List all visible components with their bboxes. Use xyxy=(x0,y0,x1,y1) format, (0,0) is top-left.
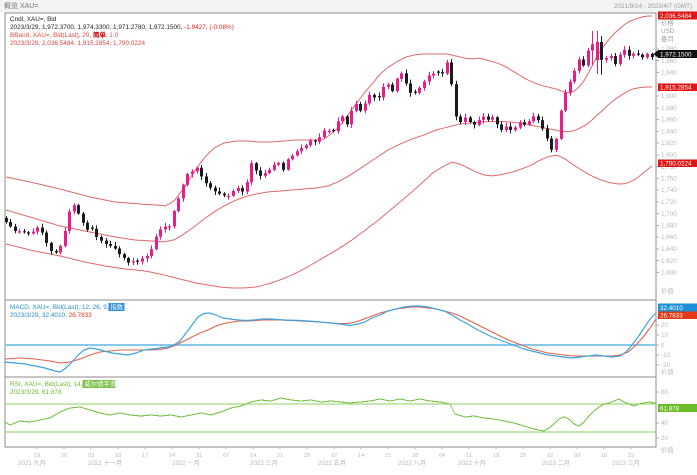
svg-text:1,900: 1,900 xyxy=(661,93,677,100)
svg-text:17: 17 xyxy=(142,453,148,459)
svg-text:1,740: 1,740 xyxy=(661,187,677,194)
svg-text:1,880: 1,880 xyxy=(661,105,677,112)
svg-text:2023/3/29, 61.878: 2023/3/29, 61.878 xyxy=(10,389,62,396)
svg-text:1,660: 1,660 xyxy=(661,234,677,241)
svg-text:09: 09 xyxy=(574,453,580,459)
svg-text:2021 十一月: 2021 十一月 xyxy=(88,459,122,467)
svg-text:2023/3/29, 32.4010, 26.7833: 2023/3/29, 32.4010, 26.7833 xyxy=(10,312,92,319)
svg-text:1,640: 1,640 xyxy=(661,246,677,253)
svg-text:0: 0 xyxy=(661,342,665,349)
svg-text:26: 26 xyxy=(61,453,67,459)
svg-text:-20: -20 xyxy=(661,362,671,369)
svg-text:80: 80 xyxy=(661,389,669,396)
svg-text:1,780: 1,780 xyxy=(661,164,677,171)
svg-text:28: 28 xyxy=(304,453,310,459)
svg-text:1,800: 1,800 xyxy=(661,152,677,159)
svg-text:1,820: 1,820 xyxy=(661,140,677,147)
svg-text:14: 14 xyxy=(250,453,256,459)
svg-text:16: 16 xyxy=(601,453,607,459)
svg-text:-10: -10 xyxy=(661,352,671,359)
svg-text:2021 九月: 2021 九月 xyxy=(18,459,46,467)
svg-text:19: 19 xyxy=(34,453,40,459)
svg-text:18: 18 xyxy=(493,453,499,459)
svg-text:2023/3/29, 2,036.5484, 1,915.2: 2023/3/29, 2,036.5484, 1,915.2854, 1,790… xyxy=(10,40,145,47)
svg-text:2022 八月: 2022 八月 xyxy=(398,460,426,467)
svg-text:10: 10 xyxy=(661,332,669,339)
svg-text:2022 三月: 2022 三月 xyxy=(250,460,278,467)
svg-text:1,760: 1,760 xyxy=(661,176,677,183)
svg-text:1,840: 1,840 xyxy=(661,129,677,136)
svg-text:1,972.1500: 1,972.1500 xyxy=(660,51,692,58)
svg-text:25: 25 xyxy=(520,453,526,459)
svg-text:概览 XAU=: 概览 XAU= xyxy=(4,1,38,10)
svg-text:14: 14 xyxy=(358,453,364,459)
svg-text:价值: 价值 xyxy=(661,367,674,376)
svg-text:2022 一月: 2022 一月 xyxy=(172,460,200,467)
svg-text:1,980: 1,980 xyxy=(661,46,677,53)
svg-text:2021/9/14 - 2023/4/7 (GMT): 2021/9/14 - 2023/4/7 (GMT) xyxy=(614,3,692,10)
svg-text:1,680: 1,680 xyxy=(661,223,677,230)
svg-text:40: 40 xyxy=(661,420,669,427)
svg-text:MACD, XAU=, Bid(Last), 12, 26,: MACD, XAU=, Bid(Last), 12, 26, 9, 指数 xyxy=(10,302,124,311)
svg-text:1,940: 1,940 xyxy=(661,70,677,77)
svg-text:23: 23 xyxy=(628,453,634,459)
svg-text:1,860: 1,860 xyxy=(661,117,677,124)
svg-text:1,720: 1,720 xyxy=(661,199,677,206)
svg-text:盎司: 盎司 xyxy=(661,34,674,43)
svg-text:20: 20 xyxy=(661,322,669,329)
svg-text:价值: 价值 xyxy=(661,445,674,454)
svg-text:Cndl, XAU=, Bid: Cndl, XAU=, Bid xyxy=(10,16,57,23)
svg-text:2023/3/29, 1,972.3700, 1,974.3: 2023/3/29, 1,972.3700, 1,974.3300, 1,971… xyxy=(10,24,234,31)
svg-text:2022 五月: 2022 五月 xyxy=(318,460,346,467)
svg-text:BBand, XAU=, Bid(Last), 20, 简: BBand, XAU=, Bid(Last), 20, 简单, 1.0 xyxy=(10,30,119,39)
svg-text:10: 10 xyxy=(115,453,121,459)
svg-text:20: 20 xyxy=(661,435,669,442)
svg-text:1,915.2854: 1,915.2854 xyxy=(660,85,692,92)
svg-text:价值: 价值 xyxy=(661,286,674,295)
svg-text:61.878: 61.878 xyxy=(660,405,680,412)
svg-text:28: 28 xyxy=(412,453,418,459)
svg-text:2023 二月: 2023 二月 xyxy=(542,460,570,467)
svg-text:1,700: 1,700 xyxy=(661,211,677,218)
svg-text:32.4010: 32.4010 xyxy=(660,305,683,312)
svg-text:1,790.0224: 1,790.0224 xyxy=(660,161,692,168)
svg-text:1,620: 1,620 xyxy=(661,258,677,265)
svg-text:11: 11 xyxy=(466,453,472,459)
svg-text:31: 31 xyxy=(196,453,202,459)
svg-text:1,960: 1,960 xyxy=(661,58,677,65)
svg-text:07: 07 xyxy=(331,453,337,459)
svg-text:07: 07 xyxy=(223,453,229,459)
svg-text:2022 十月: 2022 十月 xyxy=(458,459,486,467)
svg-text:03: 03 xyxy=(88,453,94,459)
svg-text:26.7833: 26.7833 xyxy=(660,313,683,320)
svg-text:21: 21 xyxy=(277,453,283,459)
svg-text:1,600: 1,600 xyxy=(661,270,677,277)
svg-text:USD: USD xyxy=(661,28,675,35)
svg-text:2023 三月: 2023 三月 xyxy=(612,460,640,467)
svg-text:24: 24 xyxy=(169,453,175,459)
svg-text:RSI, XAU=, Bid(Last), 14, 威尔德平: RSI, XAU=, Bid(Last), 14, 威尔德平滑 xyxy=(10,379,117,388)
svg-text:04: 04 xyxy=(439,453,445,459)
svg-text:价格: 价格 xyxy=(661,18,674,27)
svg-text:02: 02 xyxy=(547,453,553,459)
svg-text:2,036.5484: 2,036.5484 xyxy=(660,13,692,20)
svg-text:21: 21 xyxy=(385,453,391,459)
